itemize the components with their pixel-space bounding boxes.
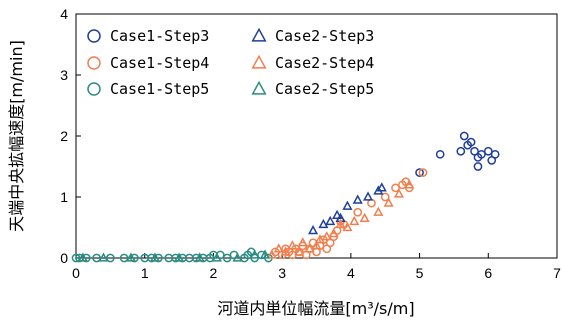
data-point <box>335 218 346 229</box>
x-tick-label: 7 <box>553 265 561 281</box>
data-point <box>311 240 322 250</box>
y-axis-title: 天端中央拡幅速度[m/min] <box>7 40 26 232</box>
legend-marker <box>87 56 101 70</box>
data-point <box>391 183 400 193</box>
plot-area <box>75 13 558 259</box>
x-axis-title: 河道内単位幅流量[m³/s/m] <box>217 299 414 318</box>
data-point <box>435 149 445 159</box>
y-tick-label: 3 <box>60 67 68 83</box>
legend-marker <box>251 54 267 69</box>
data-point <box>280 246 291 256</box>
data-point <box>266 249 277 259</box>
data-point <box>222 253 232 263</box>
data-point <box>490 149 500 159</box>
data-point <box>297 237 308 247</box>
y-tick-label: 4 <box>60 6 68 22</box>
legend-marker <box>87 82 101 96</box>
y-axis: 0 1 2 3 4 <box>60 6 81 266</box>
legend-marker <box>87 29 101 43</box>
x-tick-label: 0 <box>72 265 80 281</box>
data-point <box>314 234 325 244</box>
legend-label: Case2-Step3 <box>275 27 374 45</box>
legend-label: Case2-Step5 <box>275 80 374 98</box>
legend-label: Case1-Step3 <box>110 27 209 45</box>
data-point <box>321 231 332 241</box>
series-Case2-Step4 <box>266 179 415 259</box>
data-point <box>393 188 405 198</box>
data-point <box>259 249 271 259</box>
legend-marker <box>251 80 267 95</box>
data-point <box>332 209 343 219</box>
series-Case2-Step5 <box>77 249 271 262</box>
data-point <box>194 252 205 262</box>
data-point <box>380 192 390 202</box>
x-tick-label: 5 <box>416 265 424 281</box>
data-point <box>404 179 415 189</box>
data-point <box>294 246 305 256</box>
data-point <box>456 146 466 156</box>
data-point <box>359 212 370 223</box>
data-point <box>304 243 315 253</box>
data-point <box>418 168 428 177</box>
x-tick-label: 1 <box>141 265 149 281</box>
data-point <box>308 224 319 235</box>
series-Case1-Step3 <box>415 131 500 177</box>
legend: Case1-Step3 Case1-Step4 Case1-Step5 Case2-S… <box>87 27 374 98</box>
data-point <box>483 146 493 156</box>
data-point <box>232 252 243 262</box>
x-tick-label: 6 <box>484 265 492 281</box>
y-tick-label: 1 <box>60 189 68 205</box>
data-point <box>477 149 486 159</box>
data-point <box>98 252 109 262</box>
data-point <box>287 240 298 250</box>
data-point <box>328 228 339 238</box>
data-point <box>125 252 137 262</box>
data-point <box>342 221 353 232</box>
data-point <box>362 191 374 201</box>
legend-label: Case2-Step4 <box>275 54 374 72</box>
legend-label: Case1-Step5 <box>110 80 209 98</box>
legend-label: Case1-Step4 <box>110 54 209 72</box>
data-point <box>473 162 483 171</box>
y-tick-label: 0 <box>60 250 68 266</box>
data-point <box>119 253 129 263</box>
data-point <box>415 168 424 177</box>
data-point <box>349 215 360 226</box>
data-point <box>174 252 185 262</box>
data-point <box>373 206 384 216</box>
x-tick-label: 3 <box>278 265 286 281</box>
data-point <box>249 249 260 259</box>
y-tick-label: 2 <box>60 128 68 144</box>
data-point <box>383 197 394 207</box>
data-point <box>149 252 161 262</box>
data-point <box>325 215 336 226</box>
x-tick-label: 2 <box>210 265 218 281</box>
data-point <box>352 194 363 204</box>
x-tick-label: 4 <box>347 265 355 281</box>
data-point <box>273 243 284 253</box>
data-point <box>466 137 476 147</box>
data-point <box>71 253 81 263</box>
data-point <box>376 182 387 192</box>
data-point <box>342 200 353 210</box>
data-point <box>211 252 222 262</box>
data-point <box>353 207 363 217</box>
data-points <box>71 131 500 263</box>
legend-marker <box>251 27 267 42</box>
data-point <box>92 253 101 263</box>
data-point <box>318 218 329 229</box>
data-point <box>106 253 115 263</box>
data-point <box>77 252 88 262</box>
data-point <box>459 131 469 141</box>
